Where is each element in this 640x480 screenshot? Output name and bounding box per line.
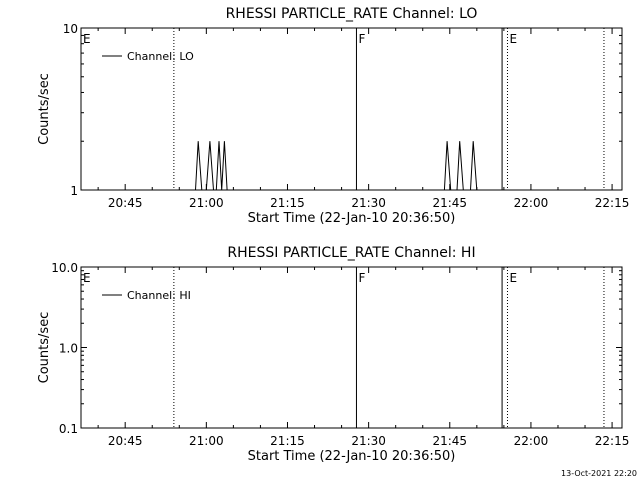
panel-2-y-tick-label: 10.0 (51, 261, 78, 275)
panel-1-x-tick-label: 21:00 (189, 196, 224, 210)
panel-1-legend-label: Channel: LO (127, 50, 194, 63)
panel-1-y-axis-label: Counts/sec (37, 73, 52, 145)
panel-2-x-tick-label: 21:30 (351, 434, 386, 448)
panel-1-x-tick-label: 21:15 (270, 196, 305, 210)
panel-1-y-tick-label: 10 (63, 22, 78, 36)
panel-2-x-tick-label: 21:15 (270, 434, 305, 448)
panel-2-event-marker-label: E (83, 271, 91, 285)
panel-2-x-tick-label: 21:45 (432, 434, 467, 448)
plot-timestamp: 13-Oct-2021 22:20 (561, 469, 637, 478)
panel-2-legend-label: Channel: HI (127, 289, 191, 302)
panel-1-title: RHESSI PARTICLE_RATE Channel: LO (226, 6, 478, 22)
panel-1-event-marker-label: E (509, 32, 517, 46)
panel-2-x-tick-label: 22:15 (595, 434, 630, 448)
panel-2-x-tick-label: 21:00 (189, 434, 224, 448)
panel-2-y-tick-label: 1.0 (59, 342, 78, 356)
panel-2-x-axis-label: Start Time (22-Jan-10 20:36:50) (248, 449, 456, 464)
panel-1-x-tick-label: 21:45 (432, 196, 467, 210)
panel-2-y-tick-label: 0.1 (59, 422, 78, 436)
panel-1-x-tick-label: 20:45 (108, 196, 143, 210)
panel-1-x-tick-label: 22:15 (595, 196, 630, 210)
panel-1-x-tick-label: 22:00 (514, 196, 549, 210)
panel-2-x-tick-label: 20:45 (108, 434, 143, 448)
panel-1-event-marker-label: E (83, 32, 91, 46)
panel-1-series-line (195, 141, 478, 191)
panel-2-event-marker-label: F (358, 271, 365, 285)
panel-2-title: RHESSI PARTICLE_RATE Channel: HI (227, 245, 475, 261)
panel-1-x-axis-label: Start Time (22-Jan-10 20:36:50) (248, 211, 456, 226)
panel-2-x-tick-label: 22:00 (514, 434, 549, 448)
panel-2-event-marker-label: E (509, 271, 517, 285)
panel-1-y-tick-label: 1 (70, 184, 78, 198)
panel-1-event-marker-label: F (358, 32, 365, 46)
panel-1-x-tick-label: 21:30 (351, 196, 386, 210)
panel-2-y-axis-label: Counts/sec (37, 312, 52, 384)
